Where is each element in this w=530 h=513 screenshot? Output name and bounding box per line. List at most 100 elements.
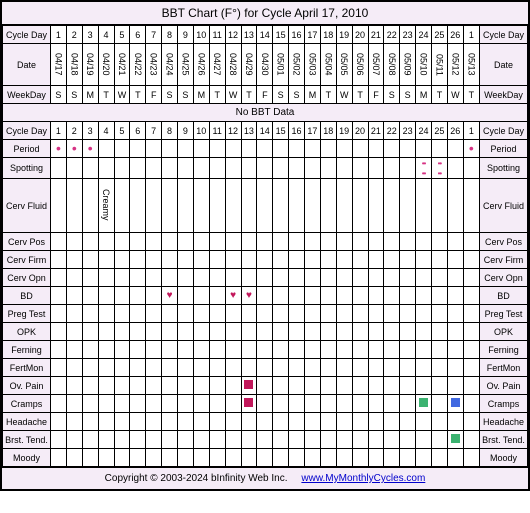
cell	[193, 287, 209, 305]
cell: 26	[447, 26, 463, 44]
cell	[114, 233, 130, 251]
cell: 21	[368, 122, 384, 140]
cell	[384, 233, 400, 251]
cervfluid-text: Creamy	[101, 189, 111, 221]
cell	[289, 140, 305, 158]
cell	[178, 287, 194, 305]
opk-row: OPK OPK	[3, 323, 528, 341]
cell	[305, 287, 321, 305]
cell	[384, 305, 400, 323]
cell	[178, 269, 194, 287]
cell	[193, 179, 209, 233]
cell	[273, 323, 289, 341]
cell	[193, 305, 209, 323]
cell	[305, 413, 321, 431]
cell	[257, 359, 273, 377]
cell	[178, 158, 194, 179]
row-label-left: Brst. Tend.	[3, 431, 51, 449]
cell	[66, 305, 82, 323]
row-label-left: OPK	[3, 323, 51, 341]
cell	[82, 431, 98, 449]
cell	[98, 395, 114, 413]
cell	[463, 305, 479, 323]
cell	[66, 233, 82, 251]
cell	[368, 233, 384, 251]
cell	[447, 413, 463, 431]
cell: 5	[114, 26, 130, 44]
cell	[114, 269, 130, 287]
cell	[273, 140, 289, 158]
cell	[193, 395, 209, 413]
cell: W	[225, 86, 241, 104]
cell: T	[352, 86, 368, 104]
cell	[146, 305, 162, 323]
cell: T	[130, 86, 146, 104]
cell: 12	[225, 122, 241, 140]
row-label-right: Cerv Pos	[480, 233, 528, 251]
cell	[82, 341, 98, 359]
cell	[320, 269, 336, 287]
row-label-right: Preg Test	[480, 305, 528, 323]
cell	[257, 449, 273, 467]
cell	[289, 305, 305, 323]
cell	[66, 179, 82, 233]
cell	[273, 449, 289, 467]
cell	[257, 287, 273, 305]
cell	[225, 413, 241, 431]
cell	[51, 323, 67, 341]
cell: 22	[384, 122, 400, 140]
cell	[400, 341, 416, 359]
cell	[320, 395, 336, 413]
cell	[146, 287, 162, 305]
cell: 8	[162, 122, 178, 140]
cell	[400, 251, 416, 269]
cell	[66, 251, 82, 269]
cell	[209, 140, 225, 158]
cell	[66, 377, 82, 395]
row-label-right: Cerv Fluid	[480, 179, 528, 233]
cell	[305, 251, 321, 269]
cell	[98, 233, 114, 251]
cell	[98, 449, 114, 467]
cell: ••••	[416, 158, 432, 179]
cell	[400, 431, 416, 449]
site-link[interactable]: www.MyMonthlyCycles.com	[301, 473, 425, 484]
cell	[241, 305, 257, 323]
cell: S	[400, 86, 416, 104]
square-icon	[244, 398, 253, 407]
row-label-left: Cerv Pos	[3, 233, 51, 251]
cell	[178, 431, 194, 449]
cell	[178, 377, 194, 395]
cell	[352, 158, 368, 179]
cell	[273, 431, 289, 449]
cell	[146, 413, 162, 431]
cell	[82, 269, 98, 287]
row-label-left: Cycle Day	[3, 122, 51, 140]
cell	[384, 179, 400, 233]
row-label-left: Ov. Pain	[3, 377, 51, 395]
cell	[416, 413, 432, 431]
cell	[130, 359, 146, 377]
cell	[416, 359, 432, 377]
cell	[209, 233, 225, 251]
cell	[368, 449, 384, 467]
cell	[400, 233, 416, 251]
square-icon	[419, 398, 428, 407]
cell	[209, 251, 225, 269]
cell	[305, 179, 321, 233]
no-data-banner: No BBT Data	[3, 104, 528, 122]
cell	[400, 395, 416, 413]
cell	[209, 449, 225, 467]
cell	[336, 269, 352, 287]
cell	[368, 305, 384, 323]
cell	[51, 179, 67, 233]
cell	[463, 269, 479, 287]
date-cell: 05/12	[447, 44, 463, 86]
row-label-right: OPK	[480, 323, 528, 341]
cell	[241, 158, 257, 179]
cell	[162, 413, 178, 431]
cell	[384, 341, 400, 359]
cell	[463, 431, 479, 449]
cell	[352, 251, 368, 269]
cell	[241, 179, 257, 233]
